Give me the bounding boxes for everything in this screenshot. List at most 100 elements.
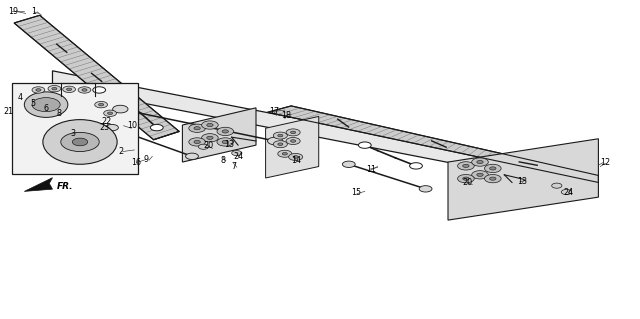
Polygon shape: [52, 71, 594, 191]
Circle shape: [472, 158, 488, 166]
Text: 8: 8: [56, 109, 61, 118]
Circle shape: [458, 174, 474, 183]
Circle shape: [293, 156, 298, 158]
Circle shape: [286, 129, 300, 136]
Circle shape: [477, 160, 483, 164]
Circle shape: [82, 89, 87, 91]
Circle shape: [282, 152, 287, 155]
Polygon shape: [268, 106, 598, 182]
Circle shape: [198, 144, 209, 149]
Text: 20: 20: [462, 178, 472, 187]
Circle shape: [291, 140, 296, 142]
Circle shape: [106, 124, 118, 131]
Text: 2: 2: [118, 147, 124, 156]
Text: 1: 1: [31, 7, 36, 16]
Circle shape: [273, 132, 287, 139]
Text: 12: 12: [600, 158, 611, 167]
Circle shape: [268, 137, 283, 145]
Circle shape: [48, 85, 61, 92]
Text: 13: 13: [224, 140, 234, 149]
Text: 24: 24: [234, 152, 244, 161]
Circle shape: [189, 124, 205, 132]
Circle shape: [63, 86, 76, 93]
Circle shape: [289, 153, 303, 160]
Text: 20: 20: [204, 141, 214, 150]
Text: 5: 5: [31, 99, 36, 108]
Circle shape: [104, 110, 116, 116]
Ellipse shape: [24, 92, 68, 117]
Text: 22: 22: [101, 117, 111, 126]
Text: 14: 14: [291, 156, 301, 165]
Circle shape: [217, 138, 234, 146]
Circle shape: [291, 131, 296, 134]
Circle shape: [278, 134, 283, 137]
Text: 19: 19: [8, 7, 19, 16]
Circle shape: [222, 130, 228, 133]
Text: 6: 6: [44, 104, 49, 113]
Text: 16: 16: [131, 158, 141, 167]
Circle shape: [207, 123, 213, 127]
Text: 7: 7: [232, 162, 237, 171]
Circle shape: [202, 121, 218, 129]
Circle shape: [286, 137, 300, 145]
Circle shape: [222, 140, 228, 144]
Circle shape: [95, 101, 108, 108]
Circle shape: [472, 171, 488, 179]
Circle shape: [72, 138, 88, 146]
Text: 3: 3: [70, 130, 76, 138]
Text: 18: 18: [282, 111, 292, 120]
Text: 9: 9: [144, 155, 149, 164]
Circle shape: [490, 167, 496, 170]
Text: 24: 24: [563, 188, 573, 197]
Circle shape: [67, 88, 72, 91]
Circle shape: [484, 174, 501, 183]
Polygon shape: [266, 116, 319, 178]
Text: 15: 15: [351, 189, 361, 197]
Circle shape: [194, 127, 200, 130]
Circle shape: [217, 127, 234, 136]
Circle shape: [202, 134, 218, 142]
Circle shape: [490, 177, 496, 180]
Circle shape: [458, 162, 474, 170]
Text: 11: 11: [366, 165, 376, 174]
Circle shape: [186, 153, 198, 160]
Text: 10: 10: [127, 121, 137, 130]
Text: 8: 8: [221, 156, 226, 165]
Circle shape: [93, 87, 106, 93]
Bar: [12, 83, 138, 174]
Circle shape: [189, 138, 205, 146]
Circle shape: [484, 164, 501, 173]
Circle shape: [477, 173, 483, 176]
Polygon shape: [24, 178, 52, 191]
Circle shape: [32, 98, 60, 112]
Circle shape: [99, 103, 104, 106]
Circle shape: [232, 151, 242, 156]
Circle shape: [358, 142, 371, 148]
Circle shape: [113, 105, 128, 113]
Polygon shape: [448, 139, 598, 220]
Circle shape: [463, 177, 469, 180]
Circle shape: [278, 150, 292, 157]
Circle shape: [32, 87, 45, 93]
Text: 13: 13: [517, 177, 527, 186]
Text: 23: 23: [99, 123, 109, 132]
Circle shape: [36, 89, 41, 91]
Circle shape: [278, 143, 283, 145]
Text: 21: 21: [3, 107, 13, 116]
Circle shape: [108, 112, 113, 115]
Circle shape: [552, 183, 562, 188]
Circle shape: [342, 161, 355, 167]
Polygon shape: [14, 15, 179, 140]
Circle shape: [207, 136, 213, 139]
Text: 4: 4: [18, 93, 23, 102]
Circle shape: [194, 140, 200, 144]
Ellipse shape: [43, 120, 117, 164]
Circle shape: [52, 87, 57, 90]
Circle shape: [78, 87, 91, 93]
Circle shape: [419, 186, 432, 192]
Circle shape: [61, 132, 99, 152]
Text: 17: 17: [269, 107, 279, 115]
Polygon shape: [182, 108, 256, 162]
Text: FR.: FR.: [56, 182, 73, 191]
Circle shape: [463, 164, 469, 167]
